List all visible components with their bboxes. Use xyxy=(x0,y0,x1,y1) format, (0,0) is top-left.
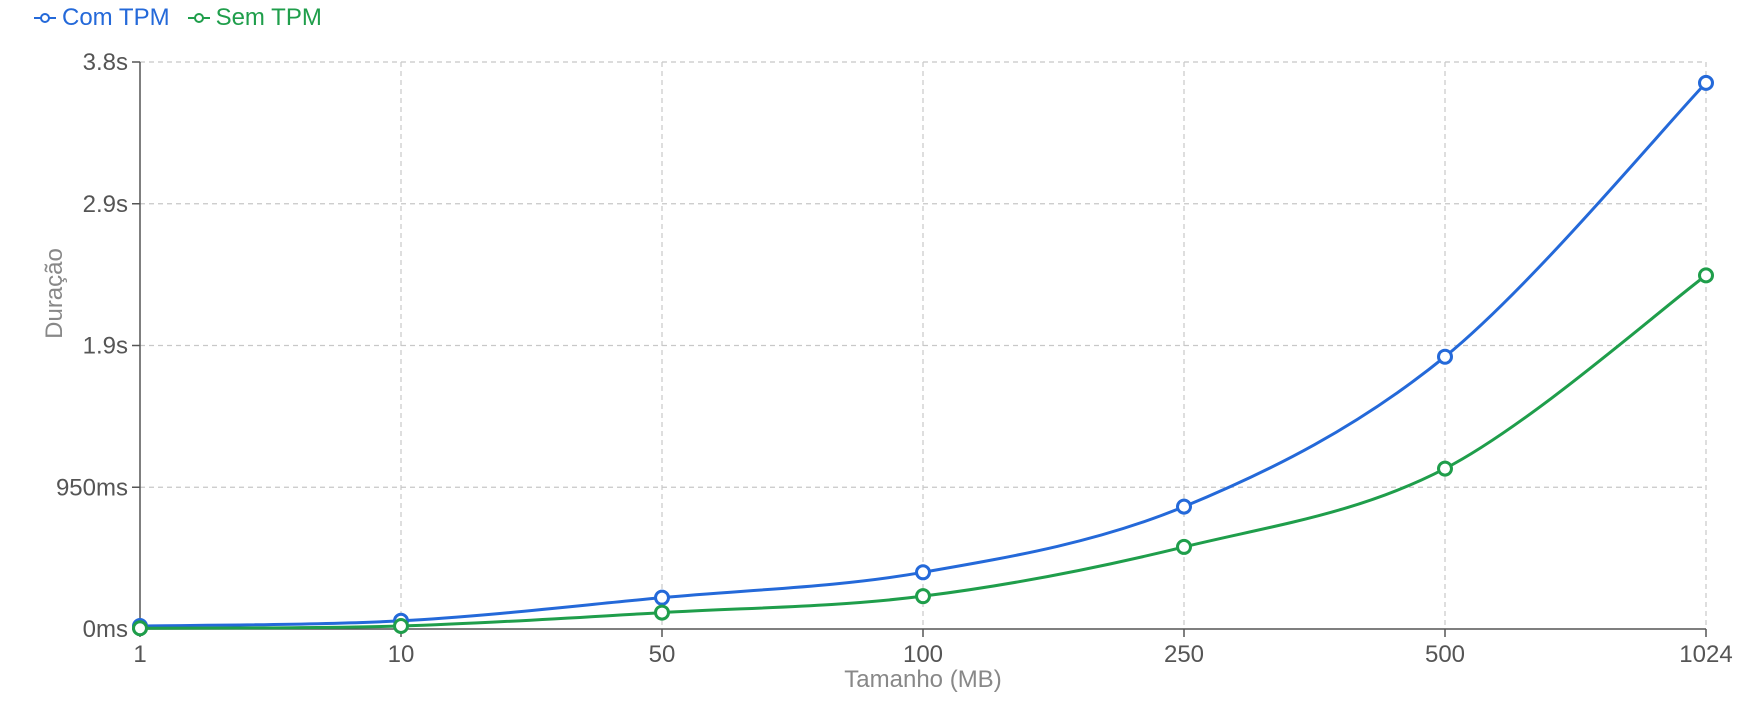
data-point xyxy=(1437,348,1453,365)
legend-swatch-icon xyxy=(34,11,56,25)
x-tick-label: 50 xyxy=(649,641,676,668)
data-point xyxy=(132,620,148,637)
legend-item-com-tpm[interactable]: Com TPM xyxy=(34,4,170,32)
y-tick-label: 0ms xyxy=(83,616,128,643)
x-tick-label: 500 xyxy=(1425,641,1465,668)
data-point xyxy=(1176,498,1192,515)
legend-swatch-icon xyxy=(187,11,210,25)
legend-item-sem-tpm[interactable]: Sem TPM xyxy=(187,4,322,32)
x-axis-title: Tamanho (MB) xyxy=(844,666,1001,693)
data-point xyxy=(1176,538,1192,555)
legend-label: Com TPM xyxy=(62,4,170,31)
data-point xyxy=(1437,460,1453,477)
x-tick-label: 1024 xyxy=(1679,641,1732,668)
data-point xyxy=(1698,267,1714,284)
x-tick-label: 100 xyxy=(903,641,943,668)
x-tick-label: 10 xyxy=(388,641,415,668)
data-point xyxy=(654,589,670,606)
y-tick-label: 1.9s xyxy=(83,333,128,360)
data-point xyxy=(915,588,931,605)
data-point xyxy=(1698,74,1714,91)
y-tick-label: 950ms xyxy=(56,474,128,501)
y-tick-label: 3.8s xyxy=(83,49,128,76)
y-axis-title: Duração xyxy=(41,248,68,339)
data-point xyxy=(654,604,670,621)
x-tick-label: 1 xyxy=(133,641,146,668)
x-tick-label: 250 xyxy=(1164,641,1204,668)
data-point xyxy=(915,564,931,581)
legend: Com TPM Sem TPM xyxy=(34,4,322,32)
legend-label: Sem TPM xyxy=(215,4,322,31)
data-point xyxy=(393,618,409,635)
y-tick-label: 2.9s xyxy=(83,191,128,218)
